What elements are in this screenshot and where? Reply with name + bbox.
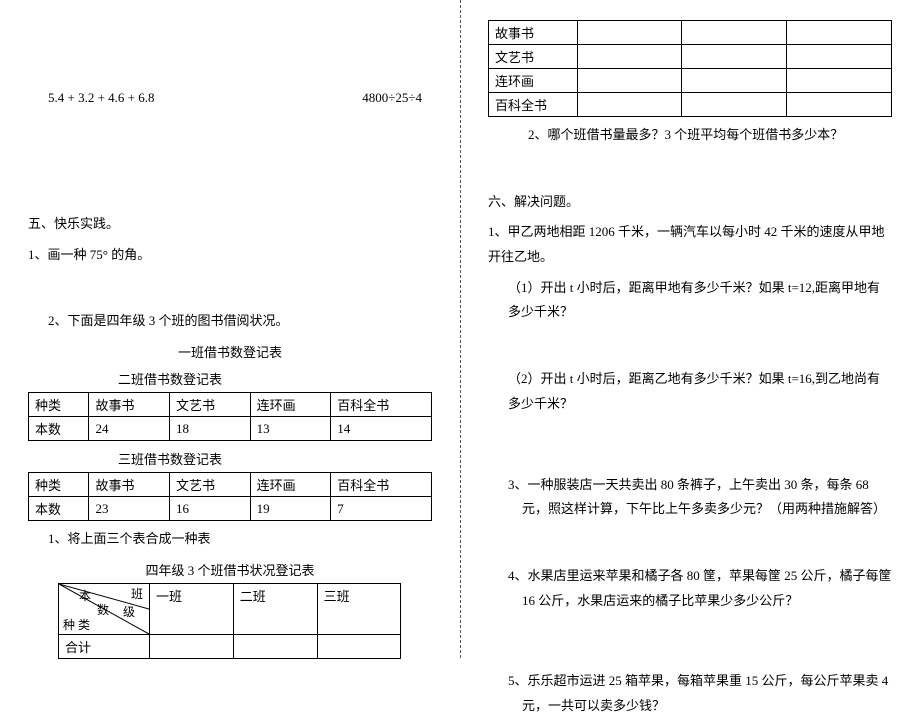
th-count: 本数 xyxy=(29,417,89,441)
diag-ban: 班 xyxy=(131,588,143,600)
mh-heji: 合计 xyxy=(59,634,150,658)
diag-shu: 数 xyxy=(97,604,109,616)
right-column: 故事书 文艺书 连环画 百科全书 xyxy=(460,0,920,658)
section-5-title: 五、快乐实践。 xyxy=(28,212,432,237)
merge-question: 1、将上面三个表合成一种表 xyxy=(48,527,432,552)
t3-v3: 7 xyxy=(331,497,432,521)
th-ency-3: 百科全书 xyxy=(331,473,432,497)
problem-4: 4、水果店里运来苹果和橘子各 80 筐，苹果每筐 25 公斤，橘子每筐 16 公… xyxy=(522,564,892,613)
th-ency: 百科全书 xyxy=(331,393,432,417)
table-class2: 种类 故事书 文艺书 连环画 百科全书 本数 24 18 13 14 xyxy=(28,392,432,441)
rt-e0a xyxy=(577,21,682,45)
t3-v1: 16 xyxy=(170,497,251,521)
th-kind: 种类 xyxy=(29,393,89,417)
t2-v1: 18 xyxy=(170,417,251,441)
mh-c1: 一班 xyxy=(150,583,234,634)
th-kind-3: 种类 xyxy=(29,473,89,497)
th-lit-3: 文艺书 xyxy=(170,473,251,497)
rt-e3a xyxy=(577,93,682,117)
t2-v0: 24 xyxy=(89,417,170,441)
section-5-q1: 1、画一种 75° 的角。 xyxy=(28,243,432,268)
table-2-title: 二班借书数登记表 xyxy=(0,369,432,388)
rt-e3b xyxy=(682,93,787,117)
expression-1: 5.4 + 3.2 + 4.6 + 6.8 xyxy=(48,90,155,106)
rt-e1c xyxy=(787,45,892,69)
rt-e0b xyxy=(682,21,787,45)
problem-1-2: （2）开出 t 小时后，距离乙地有多少千米？如果 t=16,到乙地尚有多少千米？ xyxy=(508,367,892,416)
rt-r2: 连环画 xyxy=(489,69,578,93)
m-e3 xyxy=(317,634,401,658)
mh-c3: 三班 xyxy=(317,583,401,634)
table-1-title: 一班借书数登记表 xyxy=(28,342,432,361)
problem-3: 3、一种服装店一天共卖出 80 条裤子，上午卖出 30 条，每条 68 元，照这… xyxy=(522,473,892,522)
problem-5: 5、乐乐超市运进 25 箱苹果，每箱苹果重 15 公斤，每公斤苹果卖 4 元，一… xyxy=(522,669,892,718)
merge-table-title: 四年级 3 个班借书状况登记表 xyxy=(28,560,432,579)
rt-e2b xyxy=(682,69,787,93)
table-class3: 种类 故事书 文艺书 连环画 百科全书 本数 23 16 19 7 xyxy=(28,472,432,521)
m-e2 xyxy=(233,634,317,658)
problem-1-1: （1）开出 t 小时后，距离甲地有多少千米？如果 t=12,距离甲地有多少千米？ xyxy=(508,276,892,325)
rt-e2c xyxy=(787,69,892,93)
right-q2: 2、哪个班借书量最多？3 个班平均每个班借书多少本？ xyxy=(528,123,892,148)
top-continued-table: 故事书 文艺书 连环画 百科全书 xyxy=(488,20,892,117)
merge-table: 本 班 数 级 种 类 一班 二班 三班 合计 xyxy=(58,583,401,659)
diag-ji: 级 xyxy=(123,606,135,618)
problem-1: 1、甲乙两地相距 1206 千米，一辆汽车以每小时 42 千米的速度从甲地开往乙… xyxy=(488,220,892,269)
t3-v0: 23 xyxy=(89,497,170,521)
th-count-3: 本数 xyxy=(29,497,89,521)
expression-row: 5.4 + 3.2 + 4.6 + 6.8 4800÷25÷4 xyxy=(28,90,432,106)
rt-e1a xyxy=(577,45,682,69)
t2-v2: 13 xyxy=(250,417,331,441)
th-comic-3: 连环画 xyxy=(250,473,331,497)
t3-v2: 19 xyxy=(250,497,331,521)
diag-ben: 本 xyxy=(79,590,91,602)
table-3-title: 三班借书数登记表 xyxy=(0,449,432,468)
section-6-title: 六、解决问题。 xyxy=(488,190,892,215)
th-lit: 文艺书 xyxy=(170,393,251,417)
diag-header-cell: 本 班 数 级 种 类 xyxy=(59,583,150,634)
rt-e2a xyxy=(577,69,682,93)
diag-zhonglei: 种 类 xyxy=(63,619,90,631)
th-story-3: 故事书 xyxy=(89,473,170,497)
rt-e1b xyxy=(682,45,787,69)
left-column: 5.4 + 3.2 + 4.6 + 6.8 4800÷25÷4 五、快乐实践。 … xyxy=(0,0,460,658)
section-5-q2: 2、下面是四年级 3 个班的图书借阅状况。 xyxy=(48,309,432,334)
mh-c2: 二班 xyxy=(233,583,317,634)
th-comic: 连环画 xyxy=(250,393,331,417)
rt-e3c xyxy=(787,93,892,117)
rt-r1: 文艺书 xyxy=(489,45,578,69)
rt-r0: 故事书 xyxy=(489,21,578,45)
rt-e0c xyxy=(787,21,892,45)
t2-v3: 14 xyxy=(331,417,432,441)
rt-r3: 百科全书 xyxy=(489,93,578,117)
th-story: 故事书 xyxy=(89,393,170,417)
expression-2: 4800÷25÷4 xyxy=(362,90,422,106)
m-e1 xyxy=(150,634,234,658)
